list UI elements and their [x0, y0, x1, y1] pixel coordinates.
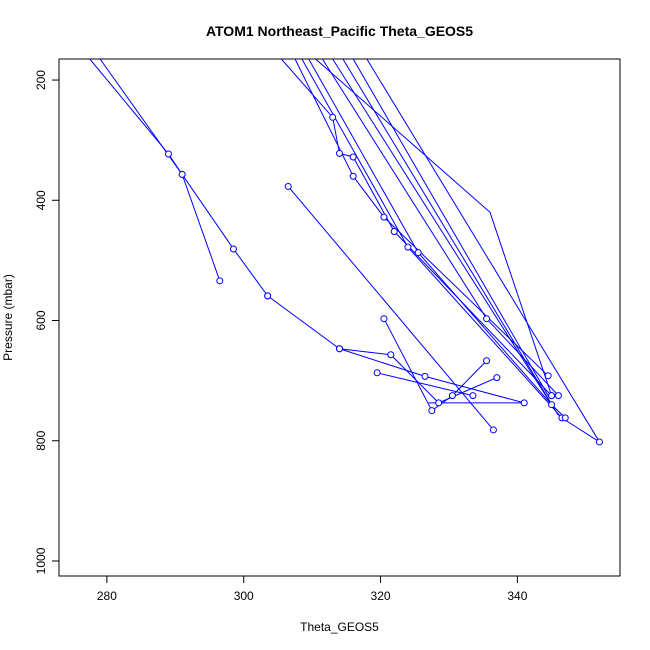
data-point	[373, 369, 381, 377]
data-point	[421, 372, 429, 380]
data-point	[390, 228, 398, 236]
series-line-9	[294, 59, 549, 377]
x-tick-label: 300	[234, 589, 254, 603]
data-point	[349, 153, 357, 161]
data-point	[595, 438, 603, 446]
series-line-7	[377, 372, 474, 397]
data-point	[489, 426, 497, 434]
data-point	[520, 399, 528, 407]
data-point	[548, 392, 556, 400]
y-tick-label: 400	[34, 190, 48, 210]
series-line-13	[321, 59, 559, 396]
x-axis-label: Theta_GEOS5	[300, 620, 379, 634]
data-point	[178, 170, 186, 178]
y-tick-label: 800	[34, 430, 48, 450]
data-point	[414, 249, 422, 257]
data-point	[404, 243, 412, 251]
data-point	[349, 172, 357, 180]
data-point	[329, 113, 337, 121]
x-tick-label: 280	[97, 589, 117, 603]
series-line-8	[280, 59, 552, 396]
data-point	[216, 277, 224, 285]
data-point	[561, 414, 569, 422]
y-axis: 200 400 600 800 1000	[34, 70, 60, 574]
series-line-15	[342, 59, 559, 416]
data-point	[380, 213, 388, 221]
y-tick-label: 1000	[34, 547, 48, 574]
series-line-4	[339, 348, 525, 404]
x-tick-label: 340	[507, 589, 527, 603]
data-point	[554, 392, 562, 400]
series-line-10	[301, 59, 600, 443]
data-point	[284, 182, 292, 190]
data-point	[435, 399, 443, 407]
data-point	[164, 150, 172, 158]
series-lines	[89, 59, 600, 443]
data-point	[380, 315, 388, 323]
data-point	[544, 372, 552, 380]
data-point	[483, 357, 491, 365]
data-point	[469, 392, 477, 400]
x-axis: 280 300 320 340	[97, 575, 528, 603]
data-point	[448, 392, 456, 400]
data-point	[264, 292, 272, 300]
y-tick-label: 600	[34, 310, 48, 330]
series-line-16	[352, 59, 549, 396]
y-axis-label: Pressure (mbar)	[1, 274, 15, 361]
x-tick-label: 320	[371, 589, 391, 603]
data-point	[387, 351, 395, 359]
plot-frame	[58, 58, 621, 577]
chart-title: ATOM1 Northeast_Pacific Theta_GEOS5	[206, 23, 473, 39]
data-point	[493, 374, 501, 382]
data-point	[428, 407, 436, 415]
series-line-1	[89, 59, 221, 281]
series-points	[164, 113, 603, 446]
data-point	[483, 315, 491, 323]
data-point	[336, 149, 343, 157]
series-line-17	[366, 59, 600, 443]
series-line-2	[99, 59, 269, 297]
y-tick-label: 200	[34, 70, 48, 90]
data-point	[548, 401, 556, 409]
series-line-14	[332, 59, 553, 405]
data-point	[229, 245, 237, 253]
data-point	[336, 345, 343, 353]
series-line-11	[308, 59, 566, 419]
